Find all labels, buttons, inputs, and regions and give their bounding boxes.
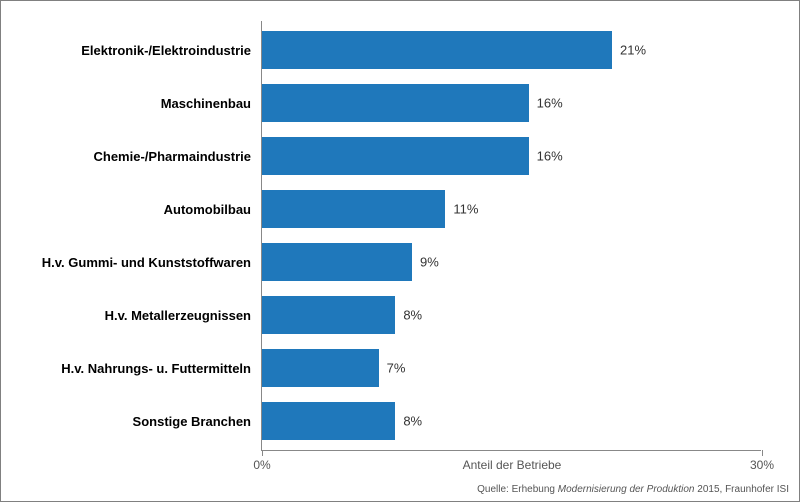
category-label: Maschinenbau — [11, 84, 251, 122]
bar-value-label: 8% — [403, 308, 422, 323]
bar-row: 8% — [262, 402, 761, 440]
source-suffix: 2015, Fraunhofer ISI — [694, 484, 789, 495]
bar — [262, 31, 612, 69]
category-label: Elektronik-/Elektroindustrie — [11, 31, 251, 69]
source-prefix: Quelle: Erhebung — [477, 484, 558, 495]
x-tick-label: 30% — [750, 458, 774, 472]
bar-row: 8% — [262, 296, 761, 334]
bar — [262, 296, 395, 334]
x-tick — [262, 450, 263, 456]
bar-value-label: 9% — [420, 255, 439, 270]
source-italic: Modernisierung der Produktion — [558, 484, 695, 495]
plot-area: 21%16%16%11%9%8%7%8%0%30%Anteil der Betr… — [261, 21, 761, 451]
bar — [262, 137, 529, 175]
category-label: Sonstige Branchen — [11, 402, 251, 440]
bar-value-label: 21% — [620, 43, 646, 58]
bar-row: 7% — [262, 349, 761, 387]
category-label: Chemie-/Pharmaindustrie — [11, 137, 251, 175]
bar — [262, 243, 412, 281]
bar — [262, 402, 395, 440]
category-label: H.v. Metallerzeugnissen — [11, 296, 251, 334]
source-citation: Quelle: Erhebung Modernisierung der Prod… — [477, 484, 789, 495]
chart-container: 21% 16% 16% 11% 9% 8% 7% 8% 0% 30% Anteil der Betr… — [0, 0, 800, 502]
bar — [262, 349, 379, 387]
bar-row: 16% — [262, 84, 761, 122]
category-label: Automobilbau — [11, 190, 251, 228]
bar-value-label: 8% — [403, 414, 422, 429]
bar-row: 11% — [262, 190, 761, 228]
bar-value-label: 16% — [537, 96, 563, 111]
x-axis-title: Anteil der Betriebe — [463, 458, 562, 472]
bar-value-label: 7% — [387, 361, 406, 376]
bar-row: 21% — [262, 31, 761, 69]
x-tick — [762, 450, 763, 456]
bar-row: 16% — [262, 137, 761, 175]
category-label: H.v. Nahrungs- u. Futtermitteln — [11, 349, 251, 387]
category-label: H.v. Gummi- und Kunststoffwaren — [11, 243, 251, 281]
bar-row: 9% — [262, 243, 761, 281]
bar-value-label: 16% — [537, 149, 563, 164]
x-tick-label: 0% — [253, 458, 270, 472]
bar-value-label: 11% — [453, 202, 478, 217]
bar — [262, 84, 529, 122]
bar — [262, 190, 445, 228]
